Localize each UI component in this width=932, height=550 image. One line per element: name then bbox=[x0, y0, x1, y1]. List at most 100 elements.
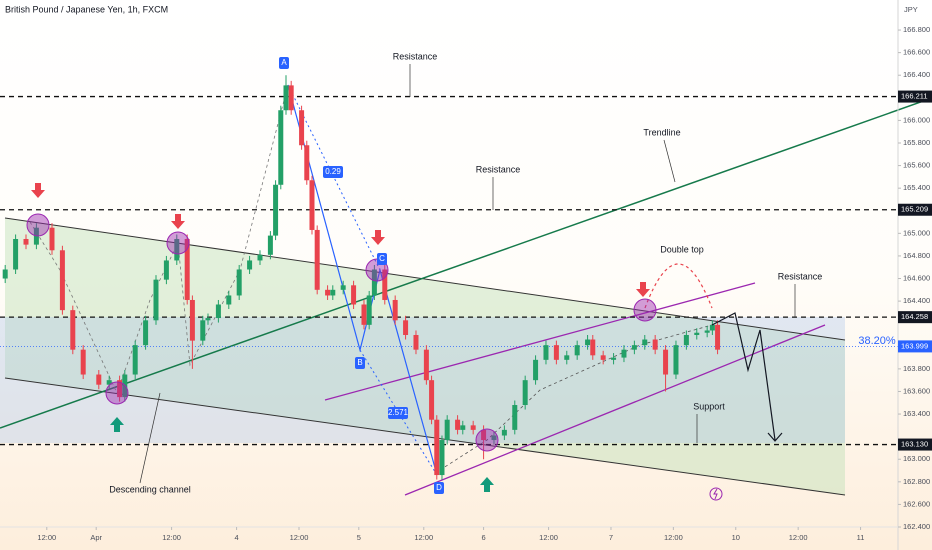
pivot-circle bbox=[633, 298, 657, 322]
candle-body bbox=[23, 238, 29, 245]
point-badge bbox=[377, 253, 387, 265]
x-tick-label: 12:00 bbox=[789, 533, 808, 542]
candle-body bbox=[59, 250, 65, 311]
down-arrow bbox=[371, 230, 385, 245]
ratio-label: 2.571 bbox=[388, 408, 409, 417]
candle-body bbox=[460, 425, 466, 430]
candle-body bbox=[205, 318, 211, 321]
y-tick-label: 163.600 bbox=[903, 386, 930, 395]
ratio-label: 0.29 bbox=[325, 167, 341, 176]
candle-body bbox=[382, 269, 388, 300]
candle-body bbox=[200, 320, 206, 341]
y-tick-label: 164.400 bbox=[903, 296, 930, 305]
down-arrow bbox=[31, 183, 45, 198]
candle-body bbox=[543, 345, 549, 360]
candle-body bbox=[585, 339, 591, 346]
annotation: Descending channel bbox=[109, 484, 191, 494]
swing-path bbox=[29, 84, 289, 395]
candle-body bbox=[512, 405, 518, 430]
candle-body bbox=[423, 349, 429, 381]
x-tick-label: 12:00 bbox=[539, 533, 558, 542]
candle-body bbox=[631, 345, 637, 350]
pivot-circle bbox=[26, 213, 50, 237]
level-tag bbox=[898, 311, 932, 324]
event-icon bbox=[713, 488, 718, 500]
fib-label: 38.20% bbox=[858, 335, 896, 347]
candle-body bbox=[481, 429, 487, 441]
candle-body bbox=[330, 289, 336, 296]
annotation: Resistance bbox=[778, 271, 823, 281]
candle-body bbox=[2, 269, 8, 279]
down-arrow bbox=[636, 282, 650, 297]
level-label: 164.258 bbox=[901, 312, 928, 321]
candle-body bbox=[106, 380, 112, 385]
candle-body bbox=[257, 254, 263, 261]
point-badge bbox=[355, 357, 365, 369]
projection-arrow bbox=[767, 432, 783, 442]
up-arrow bbox=[110, 417, 124, 432]
level-tag bbox=[898, 90, 932, 103]
candle-body bbox=[444, 419, 450, 441]
currency-label: JPY bbox=[904, 5, 918, 14]
candle-body bbox=[132, 345, 138, 375]
y-tick-label: 165.800 bbox=[903, 138, 930, 147]
candle-body bbox=[236, 269, 242, 296]
channel-lower bbox=[4, 377, 846, 496]
point-badge bbox=[279, 57, 289, 69]
annotation: Resistance bbox=[393, 51, 438, 61]
candle-body bbox=[715, 324, 721, 350]
candle-body bbox=[652, 339, 658, 350]
data-layer bbox=[0, 75, 898, 480]
candle-body bbox=[371, 269, 377, 296]
y-tick-label: 163.000 bbox=[903, 454, 930, 463]
y-tick-label: 162.400 bbox=[903, 522, 930, 531]
pivot-circle bbox=[166, 231, 190, 255]
x-tick-label: 12:00 bbox=[290, 533, 309, 542]
candle-body bbox=[522, 380, 528, 406]
candle-body bbox=[70, 310, 76, 350]
candle-body bbox=[621, 349, 627, 358]
candle-body bbox=[325, 289, 331, 296]
y-tick-label: 163.400 bbox=[903, 409, 930, 418]
candle-body bbox=[590, 339, 596, 356]
x-tick-label: 5 bbox=[357, 533, 361, 542]
point-label: C bbox=[379, 254, 385, 263]
pointer bbox=[663, 139, 676, 183]
point-label: B bbox=[357, 358, 362, 367]
y-tick-label: 165.000 bbox=[903, 228, 930, 237]
candle-body bbox=[413, 334, 419, 350]
candle-body bbox=[709, 324, 715, 331]
candle-body bbox=[351, 285, 357, 305]
candle-body bbox=[288, 85, 294, 111]
candle-body bbox=[163, 260, 169, 280]
annotation: Trendline bbox=[643, 127, 680, 137]
annotation: Resistance bbox=[476, 164, 521, 174]
candle-body bbox=[309, 180, 315, 230]
annotation: Support bbox=[693, 401, 725, 411]
candle-body bbox=[247, 260, 253, 270]
candle-body bbox=[340, 285, 346, 290]
candle-body bbox=[683, 334, 689, 346]
ratio-badge bbox=[323, 166, 343, 178]
candle-body bbox=[226, 295, 232, 305]
candle-body bbox=[564, 355, 570, 360]
y-tick-label: 164.800 bbox=[903, 251, 930, 260]
ratio-badge bbox=[388, 407, 408, 419]
candle-body bbox=[304, 145, 310, 181]
point-badge bbox=[434, 482, 444, 494]
point-label: A bbox=[281, 58, 287, 67]
level-label: 163.130 bbox=[901, 440, 928, 449]
candle-body bbox=[673, 345, 679, 375]
annotation: Double top bbox=[660, 244, 704, 254]
y-tick-label: 166.000 bbox=[903, 115, 930, 124]
candle-body bbox=[49, 227, 55, 251]
candle-body bbox=[501, 429, 507, 436]
candle-body bbox=[491, 435, 497, 441]
channel-upper bbox=[4, 217, 846, 341]
candle-body bbox=[704, 330, 710, 333]
candle-body bbox=[642, 339, 648, 346]
x-tick-label: 11 bbox=[857, 533, 865, 542]
candle-body bbox=[392, 299, 398, 321]
x-tick-label: 4 bbox=[235, 533, 239, 542]
